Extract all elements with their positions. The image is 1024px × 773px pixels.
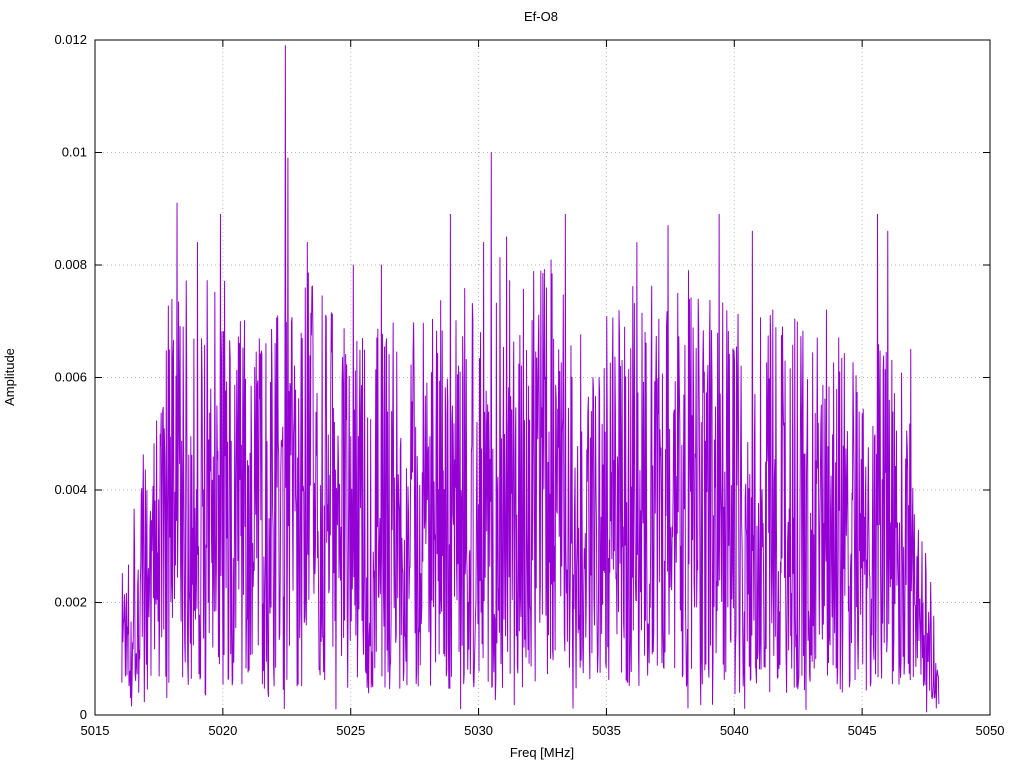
axis-tick-labels: 5015 5020 5025 5030 5035 5040 5045 5050 0 0.002 0.… xyxy=(54,32,1004,738)
amplitude-series-line xyxy=(121,45,940,713)
x-tick-label: 5025 xyxy=(336,723,365,738)
x-tick-label: 5035 xyxy=(592,723,621,738)
axis-ticks xyxy=(94,39,991,716)
series-layer xyxy=(121,45,940,713)
y-tick-label: 0.012 xyxy=(54,32,87,47)
y-tick-label: 0 xyxy=(80,707,87,722)
x-tick-label: 5040 xyxy=(720,723,749,738)
x-tick-label: 5030 xyxy=(464,723,493,738)
x-tick-label: 5015 xyxy=(81,723,110,738)
y-axis-label: Amplitude xyxy=(2,348,17,406)
x-axis-label: Freq [MHz] xyxy=(510,745,574,760)
chart-title: Ef-O8 xyxy=(524,9,558,24)
x-tick-label: 5045 xyxy=(848,723,877,738)
y-tick-label: 0.004 xyxy=(54,482,87,497)
y-tick-label: 0.002 xyxy=(54,595,87,610)
y-tick-label: 0.008 xyxy=(54,257,87,272)
y-tick-label: 0.01 xyxy=(62,145,87,160)
y-tick-label: 0.006 xyxy=(54,370,87,385)
x-tick-label: 5020 xyxy=(208,723,237,738)
x-tick-label: 5050 xyxy=(976,723,1005,738)
